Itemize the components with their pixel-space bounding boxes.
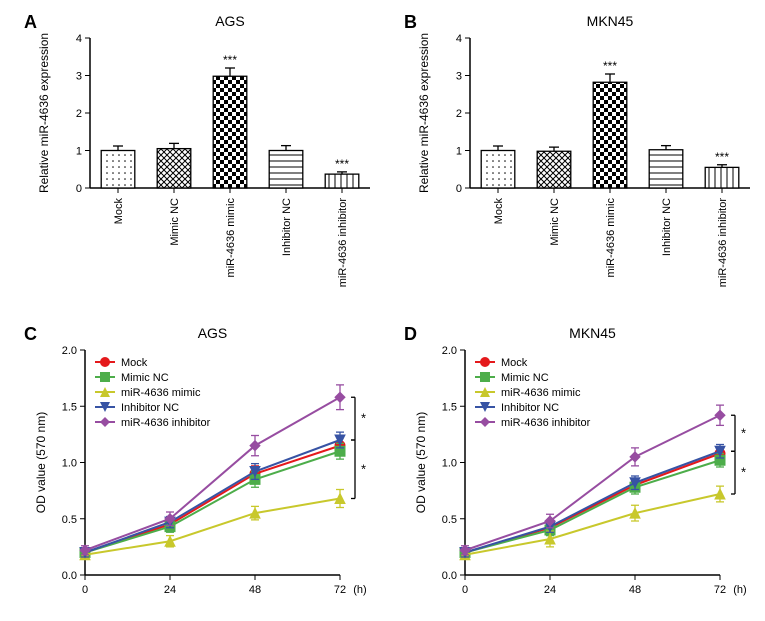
ytick-label: 0.5 — [62, 514, 77, 526]
ytick-label: 0.5 — [442, 514, 457, 526]
xtick-label: Inhibitor NC — [281, 198, 293, 256]
xtick-label: Inhibitor NC — [661, 198, 673, 256]
ytick-label: 1 — [456, 146, 462, 158]
legend-label: Mock — [121, 357, 148, 369]
xtick-label: Mimic NC — [549, 198, 561, 246]
ytick-label: 2.0 — [62, 345, 77, 357]
bar — [593, 82, 627, 188]
legend-label: Mock — [501, 357, 528, 369]
chart-title: MKN45 — [569, 325, 616, 341]
xtick-label: 48 — [249, 584, 261, 596]
legend-label: miR-4636 mimic — [121, 387, 201, 399]
significance-label: *** — [603, 59, 617, 73]
x-axis-suffix: (h) — [353, 584, 366, 596]
series-line — [85, 499, 340, 555]
ytick-label: 1.0 — [442, 458, 457, 470]
bar — [101, 151, 135, 189]
ytick-label: 1 — [76, 146, 82, 158]
xtick-label: Mock — [493, 198, 505, 225]
xtick-label: miR-4636 mimic — [225, 198, 237, 278]
series-line — [465, 415, 720, 550]
legend-label: Mimic NC — [121, 372, 169, 384]
y-axis-label: Relative miR-4636 expression — [37, 33, 51, 193]
ytick-label: 2.0 — [442, 345, 457, 357]
ytick-label: 3 — [456, 71, 462, 83]
series-line — [85, 451, 340, 552]
ytick-label: 0 — [456, 183, 462, 195]
chart-title: MKN45 — [587, 13, 634, 29]
panel-c: C AGS 0.0 0.5 1.0 1.5 2.0 OD value (570 nm) 0 24 4… — [20, 320, 380, 615]
legend-label: miR-4636 inhibitor — [501, 417, 591, 429]
legend-label: miR-4636 inhibitor — [121, 417, 211, 429]
ytick-label: 1.5 — [62, 401, 77, 413]
ytick-label: 4 — [76, 33, 82, 45]
ytick-label: 2 — [76, 108, 82, 120]
bar — [649, 150, 683, 188]
xtick-label: Mimic NC — [169, 198, 181, 246]
bar — [157, 149, 191, 188]
ytick-label: 0.0 — [442, 570, 457, 582]
xtick-label: 24 — [544, 584, 556, 596]
xtick-label: 0 — [462, 584, 468, 596]
significance-label: *** — [223, 53, 237, 67]
xtick-label: Mock — [113, 198, 125, 225]
y-axis-label: OD value (570 nm) — [34, 412, 48, 513]
xtick-label: miR-4636 inhibitor — [717, 198, 729, 288]
ytick-label: 1.0 — [62, 458, 77, 470]
y-axis-label: Relative miR-4636 expression — [417, 33, 431, 193]
significance-label: * — [741, 425, 746, 440]
legend-label: Inhibitor NC — [501, 402, 559, 414]
bar — [269, 151, 303, 189]
bar — [481, 151, 515, 189]
xtick-label: miR-4636 mimic — [605, 198, 617, 278]
significance-label: *** — [715, 150, 729, 164]
panel-letter: B — [404, 12, 417, 32]
y-axis-label: OD value (570 nm) — [414, 412, 428, 513]
chart-title: AGS — [215, 13, 245, 29]
panel-letter: C — [24, 324, 37, 344]
ytick-label: 3 — [76, 71, 82, 83]
significance-label: * — [361, 461, 366, 476]
panel-d: D MKN45 0.0 0.5 1.0 1.5 2.0 OD value (570 nm) 0 2… — [400, 320, 760, 615]
panel-b: B MKN45 0 1 2 3 4 Relative miR-4636 expression M… — [400, 8, 760, 308]
ytick-label: 1.5 — [442, 401, 457, 413]
xtick-label: 24 — [164, 584, 176, 596]
xtick-label: miR-4636 inhibitor — [337, 198, 349, 288]
ytick-label: 2 — [456, 108, 462, 120]
significance-label: * — [741, 465, 746, 480]
bar — [705, 167, 739, 188]
panel-letter: D — [404, 324, 417, 344]
ytick-label: 0.0 — [62, 570, 77, 582]
legend-label: Inhibitor NC — [121, 402, 179, 414]
ytick-label: 0 — [76, 183, 82, 195]
significance-label: *** — [335, 157, 349, 171]
xtick-label: 0 — [82, 584, 88, 596]
bar — [537, 151, 571, 188]
legend-label: Mimic NC — [501, 372, 549, 384]
ytick-label: 4 — [456, 33, 462, 45]
xtick-label: 72 — [334, 584, 346, 596]
bar — [325, 174, 359, 188]
series-line — [465, 494, 720, 555]
xtick-label: 48 — [629, 584, 641, 596]
panel-letter: A — [24, 12, 37, 32]
legend-label: miR-4636 mimic — [501, 387, 581, 399]
panel-a: A AGS 0 1 2 3 4 Relative miR-4636 expression Moc… — [20, 8, 380, 308]
xtick-label: 72 — [714, 584, 726, 596]
x-axis-suffix: (h) — [733, 584, 746, 596]
chart-title: AGS — [198, 325, 228, 341]
bar — [213, 76, 247, 188]
significance-label: * — [361, 411, 366, 426]
